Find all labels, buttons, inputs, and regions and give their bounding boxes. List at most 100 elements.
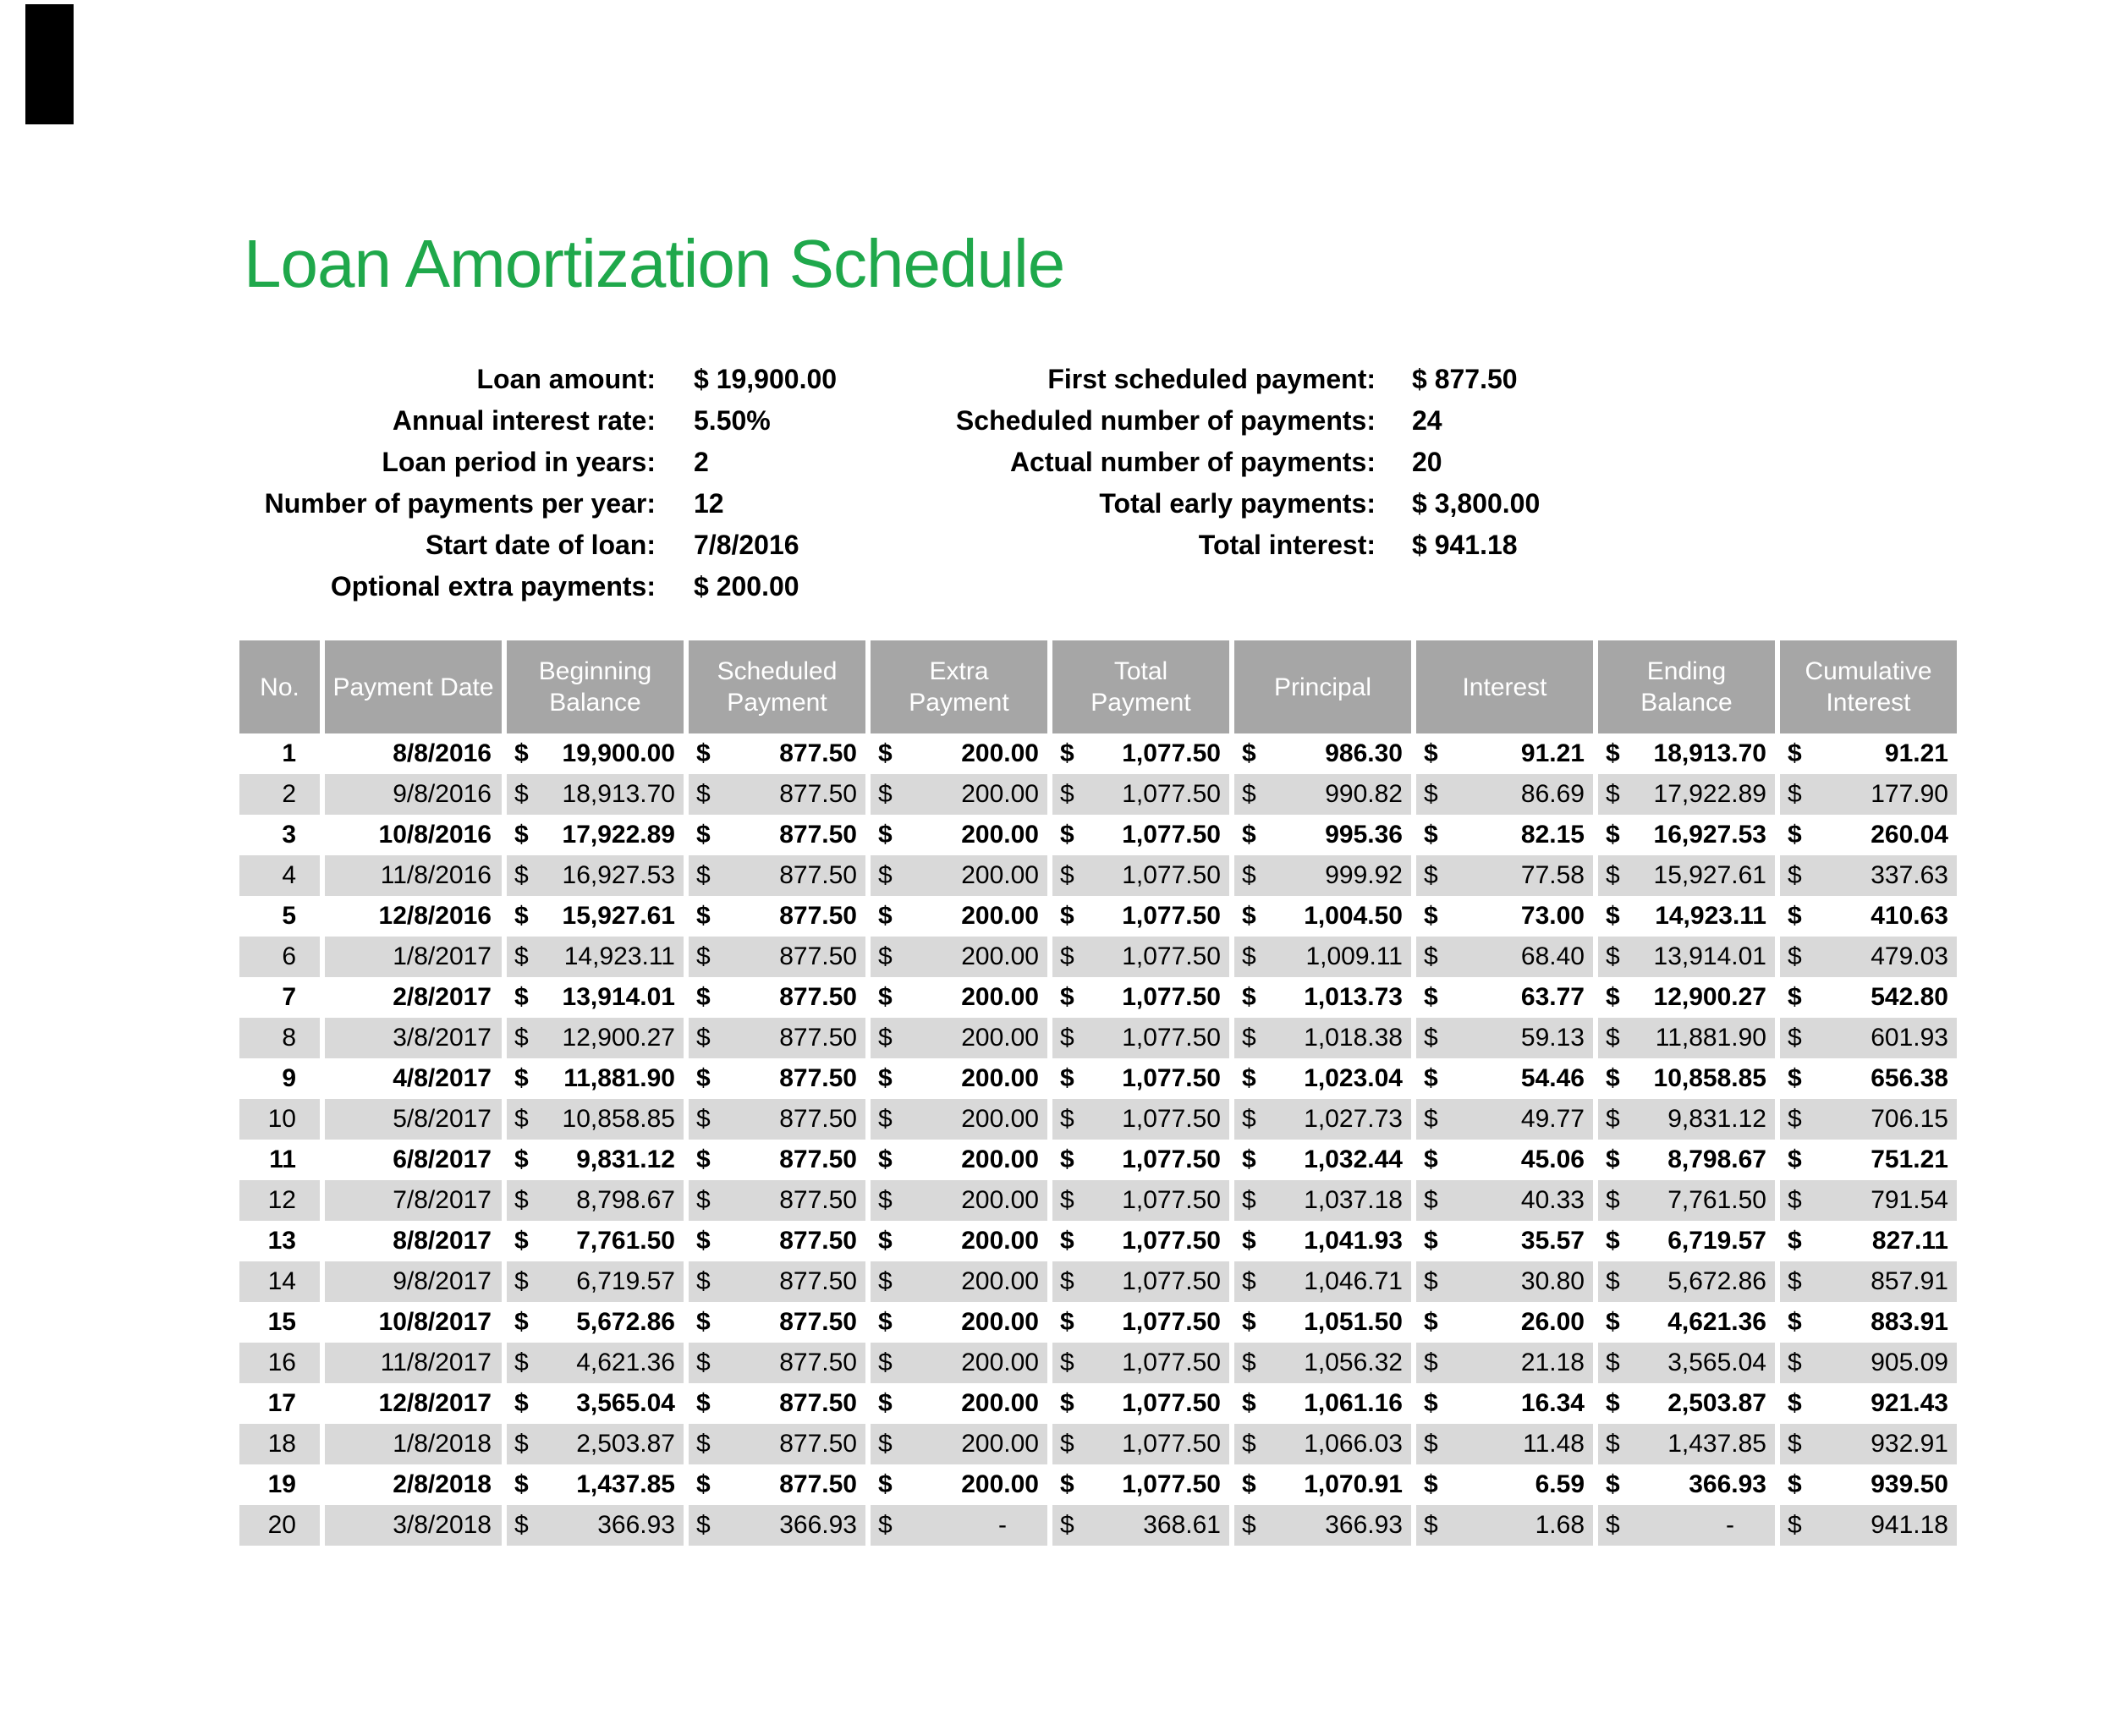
cell-interest: $59.13 [1411,1018,1593,1058]
currency-symbol: $ [514,1349,529,1376]
money-cell: $1,051.50 [1234,1308,1411,1337]
cell-principal: $1,013.73 [1229,977,1411,1018]
cell-extra: $200.00 [865,1464,1047,1505]
amount: 35.57 [1520,1227,1585,1255]
currency-symbol: $ [1060,1024,1074,1052]
currency-symbol: $ [1060,1308,1074,1336]
money-cell: $986.30 [1234,739,1411,768]
cell-no: 17 [267,1389,296,1417]
money-cell: $877.50 [689,861,865,890]
money-cell: $1,077.50 [1052,1064,1229,1093]
money-cell: $877.50 [689,983,865,1012]
amount: 877.50 [779,1308,857,1336]
cell-extra: $200.00 [865,855,1047,896]
currency-symbol: $ [1606,1389,1620,1417]
amount: 877.50 [779,1470,857,1498]
currency-symbol: $ [1606,1267,1620,1295]
money-cell: $15,927.61 [1598,861,1775,890]
amount: 200.00 [961,983,1039,1011]
amount: 706.15 [1871,1105,1948,1133]
cell-payment-date: 5/8/2017 [320,1099,502,1140]
money-cell: $827.11 [1780,1227,1957,1255]
cell-extra: $200.00 [865,1343,1047,1383]
currency-symbol: $ [1242,821,1256,849]
cell-payment-date: 1/8/2018 [320,1424,502,1464]
cell-cumulative: $751.21 [1775,1140,1957,1180]
amount: 200.00 [961,1470,1039,1498]
cell-cumulative: $932.91 [1775,1424,1957,1464]
money-cell: $877.50 [689,1064,865,1093]
money-cell: $82.15 [1416,821,1593,849]
currency-symbol: $ [1242,1064,1256,1092]
amount: 877.50 [779,1267,857,1295]
params-left-labels: Loan amount: Annual interest rate: Loan … [237,359,656,607]
cell-payment-date: 12/8/2017 [320,1383,502,1424]
cell-principal: $999.92 [1229,855,1411,896]
amount: 1.68 [1535,1511,1585,1539]
cell-cumulative: $479.03 [1775,937,1957,977]
header-total-payment: Total Payment [1047,640,1229,733]
money-cell: $91.21 [1416,739,1593,768]
cell-cumulative: $410.63 [1775,896,1957,937]
amount: 1,018.38 [1304,1024,1403,1052]
currency-symbol: $ [514,1267,529,1295]
cell-scheduled: $877.50 [684,733,865,774]
cell-payment-date: 3/8/2017 [320,1018,502,1058]
currency-symbol: $ [1606,1470,1620,1498]
amount: 200.00 [961,1186,1039,1214]
currency-symbol: $ [514,1227,529,1255]
money-cell: $200.00 [871,1064,1047,1093]
cell-cumulative: $939.50 [1775,1464,1957,1505]
currency-symbol: $ [1424,1511,1438,1539]
cell-extra: $200.00 [865,1302,1047,1343]
money-cell: $877.50 [689,739,865,768]
money-cell: $77.58 [1416,861,1593,890]
amount: 200.00 [961,942,1039,970]
cell-cumulative: $337.63 [1775,855,1957,896]
money-cell: $1,077.50 [1052,1389,1229,1418]
cell-extra: $200.00 [865,733,1047,774]
amount: 1,437.85 [576,1470,675,1498]
currency-symbol: $ [878,1511,893,1539]
currency-symbol: $ [878,1145,893,1173]
cell-ending: $4,621.36 [1593,1302,1775,1343]
money-cell: $3,565.04 [1598,1349,1775,1377]
money-cell: $200.00 [871,1024,1047,1052]
amount: 1,013.73 [1304,983,1403,1011]
money-cell: $10,858.85 [507,1105,684,1134]
currency-symbol: $ [514,1145,529,1173]
cell-ending: $15,927.61 [1593,855,1775,896]
amount: 63.77 [1520,983,1585,1011]
currency-symbol: $ [1788,1105,1802,1133]
money-cell: $12,900.27 [1598,983,1775,1012]
cell-scheduled: $877.50 [684,1018,865,1058]
cell-interest: $63.77 [1411,977,1593,1018]
amount: 10,858.85 [1653,1064,1766,1092]
currency-symbol: $ [878,1349,893,1376]
currency-symbol: $ [1788,780,1802,808]
cell-beginning: $12,900.27 [502,1018,684,1058]
money-cell: $ - [1598,1511,1775,1540]
amount: 11.48 [1523,1430,1585,1458]
param-label: Optional extra payments: [330,571,656,602]
cell-extra: $200.00 [865,1018,1047,1058]
cell-ending: $5,672.86 [1593,1261,1775,1302]
amount: 18,913.70 [1653,739,1766,767]
amount: 877.50 [779,902,857,930]
money-cell: $19,900.00 [507,739,684,768]
amount: 1,077.50 [1122,1064,1221,1092]
currency-symbol: $ [1242,1349,1256,1376]
money-cell: $17,922.89 [1598,780,1775,809]
currency-symbol: $ [696,1308,711,1336]
money-cell: $1,077.50 [1052,1308,1229,1337]
cell-principal: $1,018.38 [1229,1018,1411,1058]
cell-payment-date: 1/8/2017 [320,937,502,977]
money-cell: $877.50 [689,1308,865,1337]
cell-payment-date: 2/8/2018 [320,1464,502,1505]
amount: 11,881.90 [563,1064,675,1092]
currency-symbol: $ [878,739,893,767]
currency-symbol: $ [1242,739,1256,767]
amount: 40.33 [1520,1186,1585,1214]
currency-symbol: $ [1788,1267,1802,1295]
amount: 986.30 [1325,739,1403,767]
